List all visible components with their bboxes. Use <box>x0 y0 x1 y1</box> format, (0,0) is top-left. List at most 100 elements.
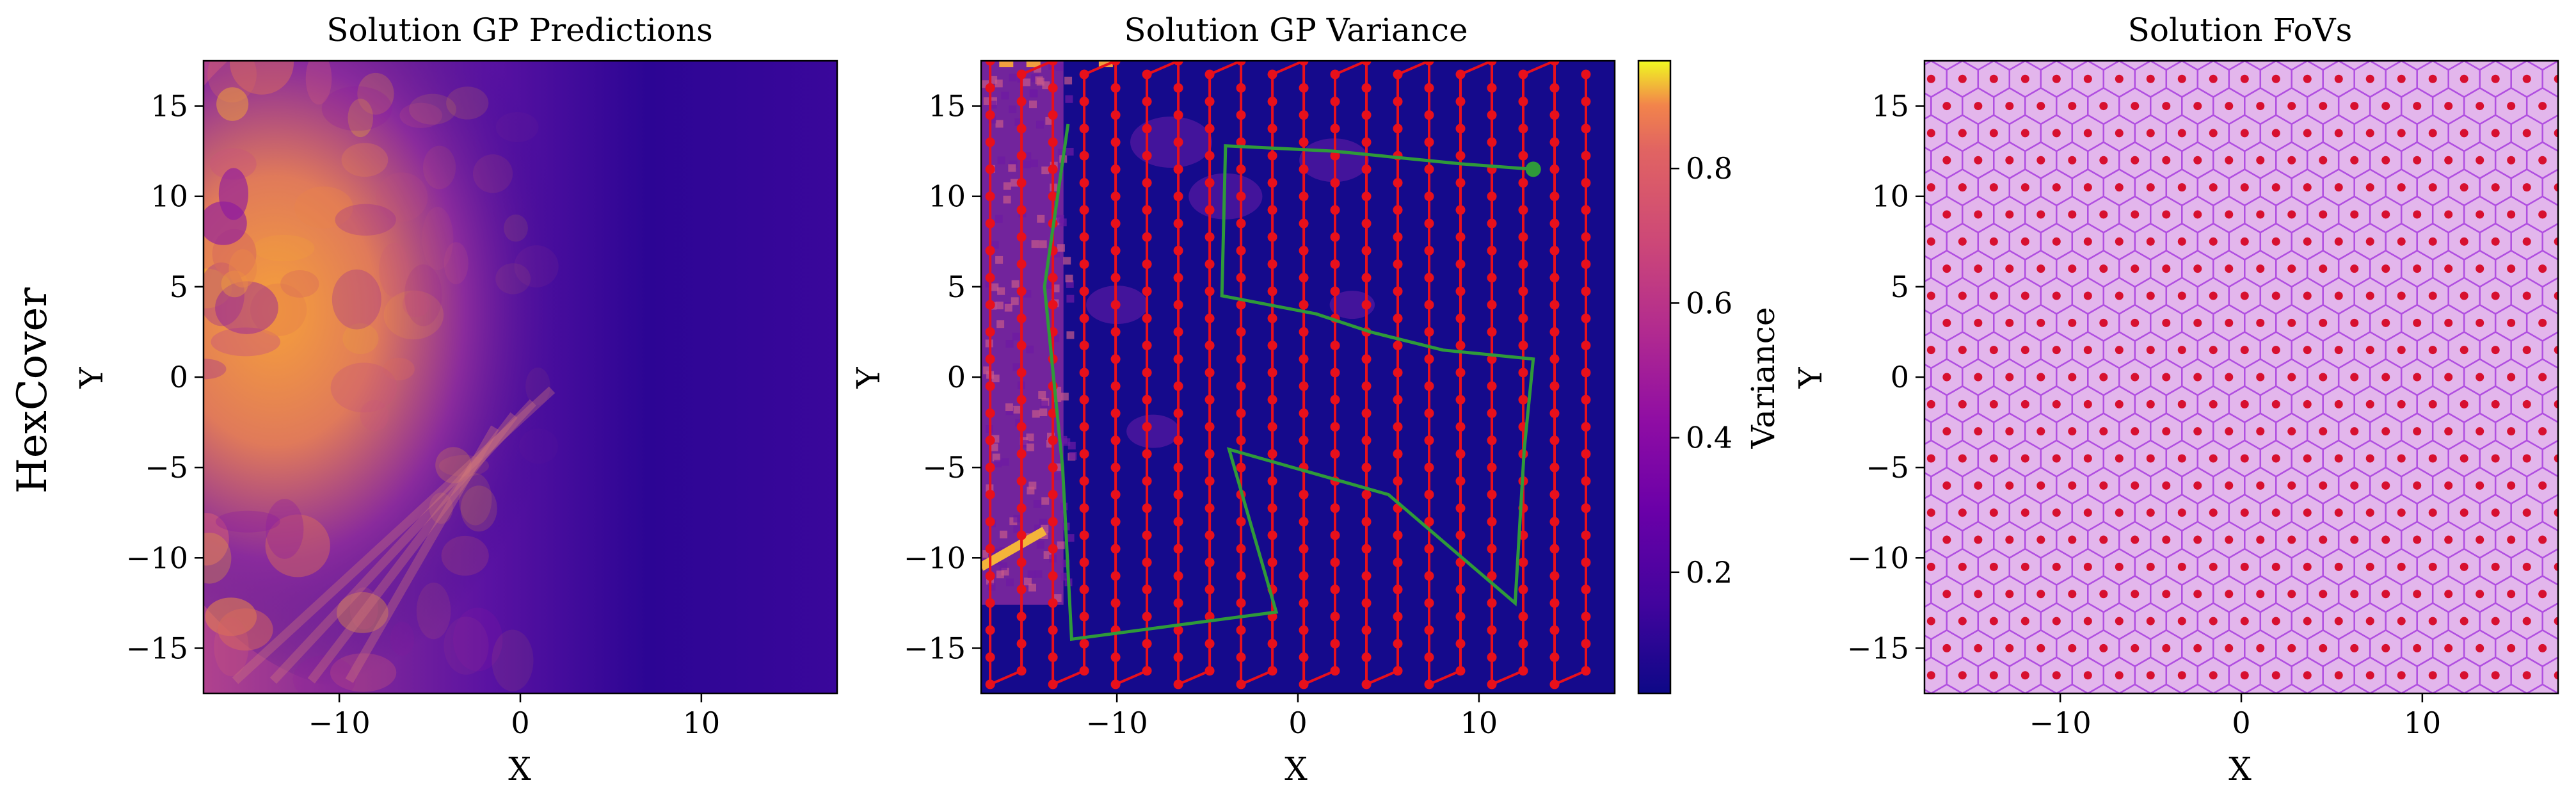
prediction-blob <box>472 154 513 193</box>
waypoint <box>985 489 995 499</box>
waypoint <box>1236 598 1246 608</box>
waypoint <box>1424 61 1434 66</box>
variance-cell <box>1010 179 1018 187</box>
fov-center <box>2146 237 2155 246</box>
prediction-blob <box>514 245 559 287</box>
fov-center <box>2381 699 2390 707</box>
fov-center <box>2020 291 2029 300</box>
fov-hexagon <box>2541 494 2558 532</box>
waypoint <box>1393 368 1403 378</box>
waypoint <box>1487 300 1497 310</box>
fov-center <box>1974 373 1983 382</box>
fov-center <box>1926 671 1935 680</box>
waypoint <box>985 61 995 66</box>
fov-center <box>2413 373 2422 382</box>
fov-center <box>2319 47 2327 56</box>
fov-center <box>2146 671 2155 680</box>
fov-center <box>2240 400 2249 408</box>
fov-center <box>2193 156 2202 165</box>
fov-center <box>2005 210 2014 219</box>
waypoint <box>1079 585 1089 595</box>
fov-center <box>2052 617 2061 626</box>
waypoint <box>1581 530 1591 540</box>
panel2-xlabel: X <box>1284 750 1308 788</box>
prediction-blob <box>228 249 257 288</box>
fov-center <box>1911 427 1919 435</box>
fov-center <box>2460 454 2468 463</box>
waypoint <box>1079 394 1089 405</box>
panel1-ylabel: Y <box>73 367 110 389</box>
waypoint <box>1487 435 1497 446</box>
fov-center <box>2287 590 2296 599</box>
fov-center <box>2476 590 2484 599</box>
waypoint <box>1142 449 1152 459</box>
fov-center <box>1942 210 1951 219</box>
fov-center <box>2491 454 2500 463</box>
fov-center <box>2271 454 2280 463</box>
waypoint <box>1487 408 1497 418</box>
fov-center <box>2193 102 2202 111</box>
fov-center <box>1911 264 1919 273</box>
fov-center <box>2131 699 2139 707</box>
fov-center <box>2115 617 2124 626</box>
fov-center <box>2413 264 2422 273</box>
fov-center <box>2522 183 2531 192</box>
fov-center <box>2319 535 2328 544</box>
fov-center <box>1974 590 1983 599</box>
fov-center <box>2036 590 2045 599</box>
waypoint <box>1581 368 1591 378</box>
fov-center <box>1989 183 1998 192</box>
fov-center <box>2209 400 2218 408</box>
waypoint <box>1549 61 1560 66</box>
fov-center <box>2005 427 2014 436</box>
waypoint <box>1110 652 1121 663</box>
waypoint-link <box>1240 669 1273 686</box>
fov-center <box>2020 454 2029 463</box>
waypoint <box>1110 218 1121 229</box>
fov-center <box>1926 74 1935 83</box>
waypoint <box>1487 571 1497 581</box>
fov-center <box>2256 699 2264 707</box>
waypoint <box>1048 191 1058 202</box>
fov-hexagon <box>2087 61 2120 71</box>
fov-center <box>2397 183 2406 192</box>
waypoint-link <box>1554 669 1587 686</box>
fov-center <box>2036 427 2045 436</box>
fov-center <box>2476 643 2484 652</box>
waypoint <box>1110 245 1121 255</box>
variance-cell <box>1013 515 1021 523</box>
waypoint <box>1330 232 1340 242</box>
waypoint <box>1142 150 1152 161</box>
fov-center <box>1974 210 1983 219</box>
fov-center <box>2334 400 2343 408</box>
waypoint <box>1267 557 1277 567</box>
waypoint <box>1110 354 1121 364</box>
fov-center <box>2256 427 2265 436</box>
fov-center <box>2381 643 2390 652</box>
variance-cell <box>1066 295 1075 303</box>
waypoint-link <box>1021 61 1053 76</box>
variance-cell <box>1004 303 1012 312</box>
waypoint <box>1393 313 1403 323</box>
prediction-blob <box>294 186 353 229</box>
fov-center <box>2507 481 2516 490</box>
waypoint <box>1487 462 1497 473</box>
waypoint <box>1455 313 1466 323</box>
fov-center <box>2162 264 2171 273</box>
fov-center <box>2491 400 2500 408</box>
fov-center <box>2303 237 2312 246</box>
fov-center <box>2256 264 2265 273</box>
fov-center <box>2428 237 2437 246</box>
fov-center <box>2225 373 2234 382</box>
waypoint <box>1299 191 1309 202</box>
waypoint <box>1487 652 1497 663</box>
fov-center <box>2162 156 2171 165</box>
fov-hexagon <box>2431 61 2465 71</box>
fov-center <box>2115 454 2124 463</box>
fov-center <box>2381 156 2390 165</box>
prediction-blob <box>409 93 456 125</box>
fov-center <box>2287 264 2296 273</box>
fov-center <box>2413 47 2421 56</box>
ytick-label: −15 <box>1847 631 1909 665</box>
waypoint <box>1016 638 1027 649</box>
